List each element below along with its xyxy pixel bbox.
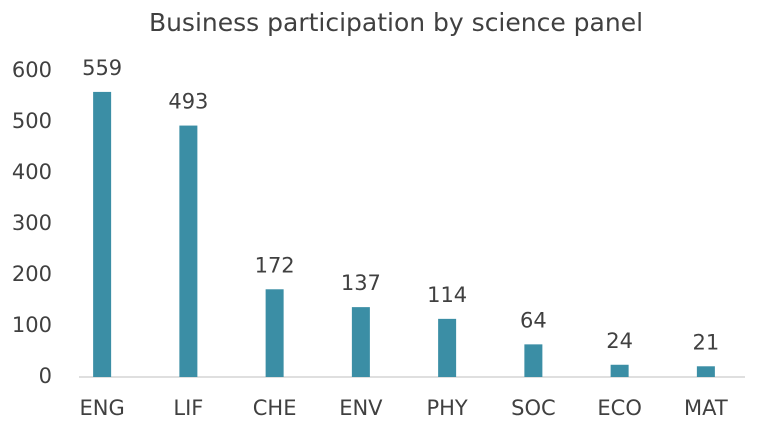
y-tick-label: 400 <box>12 160 52 184</box>
value-label: 21 <box>693 330 720 354</box>
value-label: 64 <box>520 308 547 332</box>
bar <box>610 364 629 377</box>
chart-title: Business participation by science panel <box>149 8 643 37</box>
x-tick-label: PHY <box>426 396 467 420</box>
x-tick-label: LIF <box>173 396 203 420</box>
value-label: 559 <box>82 56 122 80</box>
value-label: 493 <box>168 90 208 114</box>
bar <box>179 125 198 377</box>
value-label: 24 <box>606 329 633 353</box>
bar <box>696 366 715 377</box>
y-tick-label: 500 <box>12 109 52 133</box>
bar <box>93 91 112 377</box>
bar <box>438 318 457 377</box>
bar <box>265 289 284 377</box>
bar <box>524 344 543 377</box>
x-tick-label: SOC <box>511 396 556 420</box>
y-tick-label: 0 <box>39 364 52 388</box>
x-tick-label: CHE <box>253 396 297 420</box>
bar <box>351 307 370 377</box>
y-tick-label: 600 <box>12 58 52 82</box>
x-tick-label: ECO <box>597 396 641 420</box>
x-tick-label: MAT <box>684 396 728 420</box>
x-tick-label: ENV <box>339 396 383 420</box>
y-tick-label: 300 <box>12 211 52 235</box>
value-label: 137 <box>341 271 381 295</box>
y-tick-label: 100 <box>12 313 52 337</box>
y-tick-label: 200 <box>12 262 52 286</box>
value-label: 172 <box>255 253 295 277</box>
value-label: 114 <box>427 283 467 307</box>
x-tick-label: ENG <box>79 396 124 420</box>
